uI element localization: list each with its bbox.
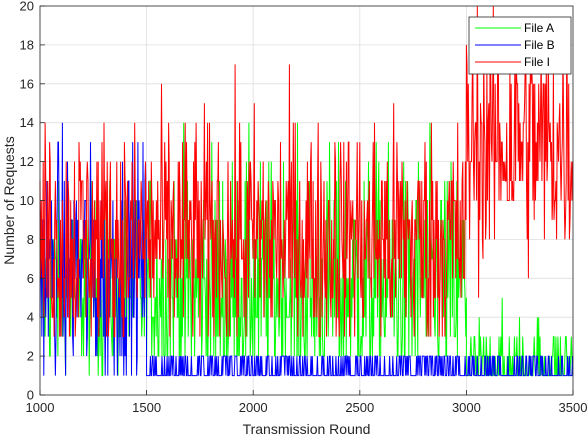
x-tick-label-4: 3000	[452, 400, 481, 415]
y-tick-label-0: 0	[27, 388, 34, 403]
y-tick-label-9: 18	[20, 37, 34, 52]
legend-label-file-a: File A	[524, 21, 554, 35]
x-tick-label-3: 2500	[345, 400, 374, 415]
ticks: 1000 1500 2000 2500 3000 3500 0 2 4 6 8 10 12 14 16 18 2…	[20, 0, 588, 415]
y-tick-label-6: 12	[20, 154, 34, 169]
x-tick-label-2: 2000	[239, 400, 268, 415]
y-tick-label-8: 16	[20, 76, 34, 91]
x-tick-label-0: 1000	[26, 400, 55, 415]
legend-label-file-i: File I	[524, 55, 550, 69]
series-line-file-a	[39, 122, 574, 377]
x-axis-label: Transmission Round	[243, 421, 371, 437]
y-tick-label-1: 2	[27, 349, 34, 364]
y-tick-label-2: 4	[27, 310, 34, 325]
x-tick-label-5: 3500	[559, 400, 588, 415]
x-tick-label-1: 1500	[132, 400, 161, 415]
y-axis-label: Number of Requests	[1, 136, 17, 264]
y-tick-label-7: 14	[20, 115, 34, 130]
y-tick-label-10: 20	[20, 0, 34, 14]
y-tick-label-4: 8	[27, 232, 34, 247]
y-tick-label-3: 6	[27, 271, 34, 286]
series-line-file-b	[39, 122, 574, 377]
y-tick-label-5: 10	[20, 193, 34, 208]
legend-label-file-b: File B	[524, 38, 555, 52]
legend: File A File B File I	[468, 16, 572, 75]
